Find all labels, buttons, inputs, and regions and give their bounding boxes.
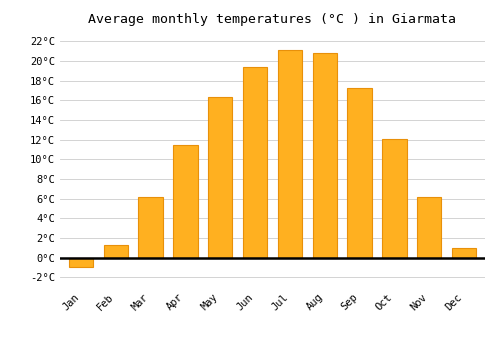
Bar xyxy=(243,67,268,258)
Bar xyxy=(312,53,337,258)
Bar xyxy=(417,197,442,258)
Title: Average monthly temperatures (°C ) in Giarmata: Average monthly temperatures (°C ) in Gi… xyxy=(88,13,456,26)
Bar xyxy=(348,88,372,258)
Bar xyxy=(208,97,233,258)
Bar xyxy=(173,145,198,258)
Bar xyxy=(382,139,406,258)
Bar xyxy=(452,248,476,258)
Bar xyxy=(278,50,302,258)
Bar xyxy=(104,245,128,258)
Bar xyxy=(68,258,93,267)
Bar xyxy=(138,197,163,258)
